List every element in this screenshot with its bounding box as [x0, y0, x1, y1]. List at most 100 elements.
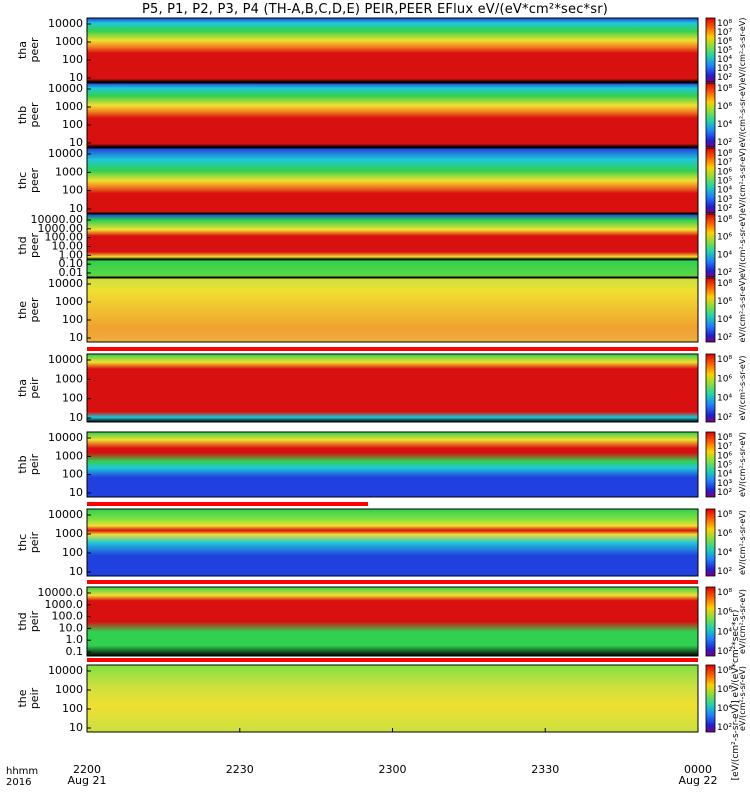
- panel-frame-thc-peer: [86, 147, 699, 214]
- y-tick-label: 100.0: [52, 610, 84, 623]
- y-tick-label: 1000: [55, 372, 83, 385]
- y-tick-label: 1000.00: [38, 222, 84, 235]
- y-axis-probe-tha-peer: tha: [16, 41, 29, 59]
- y-axis-probe-the-peir: the: [16, 689, 29, 707]
- colorbar-the-peir: [705, 664, 716, 733]
- colorbar-unit-label: eV/(cm²-s-sr-eV): [738, 148, 747, 213]
- colorbar-thc-peer: [705, 147, 716, 214]
- y-axis-species-thb-peer: peer: [28, 102, 41, 128]
- colorbar-tick-label: 10⁷: [717, 28, 732, 38]
- flag-bar-the-peir: [87, 658, 698, 662]
- heatmap-thc-peer: [87, 148, 698, 213]
- colorbar-tick-label: 10⁸: [717, 666, 732, 676]
- y-axis-probe-thc-peir: thc: [16, 534, 29, 551]
- y-axis-species-thd-peer: peer: [28, 233, 41, 259]
- y-tick-label: 10.0: [59, 621, 84, 634]
- heatmap-tha-peer: [87, 18, 698, 82]
- y-tick-label: 100: [62, 118, 83, 131]
- y-tick-label: 0.01: [59, 266, 84, 279]
- y-tick-label: 1000: [55, 100, 83, 113]
- flag-bar-thc-peir: [87, 502, 369, 506]
- colorbar-tick-label: 10⁴: [717, 548, 732, 558]
- colorbar-thc-peir: [705, 508, 716, 577]
- y-tick-label: 10: [69, 71, 83, 84]
- x-tick-label-time: 2230: [226, 763, 254, 776]
- y-axis-species-tha-peir: peir: [28, 377, 41, 399]
- flag-bar-tha-peir: [87, 347, 698, 351]
- y-axis-species-thc-peir: peir: [28, 531, 41, 553]
- y-tick-label: 1000.0: [45, 598, 84, 611]
- y-tick-label: 100: [62, 468, 83, 481]
- colorbar-unit-label: eV/(cm²-s-sr-eV): [738, 510, 747, 575]
- colorbar-tick-label: 10²: [717, 488, 732, 498]
- colorbar-tick-label: 10⁶: [717, 529, 732, 539]
- y-tick-label: 10: [69, 565, 83, 578]
- colorbar-unit-label: eV/(cm²-s-sr-eV): [738, 666, 747, 731]
- colorbar-thb-peer: [705, 82, 716, 148]
- y-axis-probe-thb-peer: thb: [16, 106, 29, 124]
- colorbar-unit-label: eV/(cm²-s-sr-eV): [738, 356, 747, 421]
- colorbar-tick-label: 10⁴: [717, 627, 732, 637]
- panel-frame-thb-peir: [86, 431, 699, 498]
- colorbar-tick-label: 10²: [717, 333, 732, 343]
- colorbar-tick-label: 10⁶: [717, 167, 732, 177]
- y-axis-species-thb-peir: peir: [28, 453, 41, 475]
- colorbar-tick-label: 10⁷: [717, 442, 732, 452]
- colorbar-tick-label: 10⁷: [717, 158, 732, 168]
- colorbar-tick-label: 10⁸: [717, 510, 732, 520]
- heatmap-thd-peer: [87, 214, 698, 277]
- colorbar-tick-label: 10⁵: [717, 177, 732, 187]
- colorbar-tick-label: 10²: [717, 723, 732, 733]
- y-tick-label: 0.10: [59, 257, 84, 270]
- y-tick-label: 1000: [55, 449, 83, 462]
- y-tick-label: 0.1: [66, 645, 84, 658]
- y-tick-label: 100: [62, 392, 83, 405]
- colorbar-tick-label: 10⁸: [717, 279, 732, 289]
- flag-bar-thd-peir: [87, 580, 698, 584]
- y-axis-probe-the-peer: the: [16, 301, 29, 319]
- colorbar-tick-label: 10³: [717, 195, 732, 205]
- y-tick-label: 10000: [48, 431, 83, 444]
- colorbar-tick-label: 10⁴: [717, 55, 732, 65]
- y-tick-label: 10000: [48, 82, 83, 95]
- y-tick-label: 1.0: [66, 633, 84, 646]
- y-tick-label: 10: [69, 411, 83, 424]
- y-axis-probe-thc-peer: thc: [16, 172, 29, 189]
- colorbar-unit-label: eV/(cm²-s-sr-eV): [738, 18, 747, 83]
- colorbar-tick-label: 10⁶: [717, 451, 732, 461]
- colorbar-tick-label: 10⁸: [717, 215, 732, 225]
- y-tick-label: 10: [69, 136, 83, 149]
- panel-frame-thc-peir: [86, 508, 699, 577]
- y-axis-probe-thd-peir: thd: [16, 612, 29, 630]
- colorbar-tick-label: 10²: [717, 73, 732, 83]
- y-tick-label: 100.00: [45, 231, 84, 244]
- colorbar-tick-label: 10⁴: [717, 250, 732, 260]
- colorbar-tick-label: 10⁶: [717, 37, 732, 47]
- y-tick-label: 100: [62, 184, 83, 197]
- x-tick-label-time: 0000: [684, 763, 712, 776]
- colorbar-tick-label: 10⁴: [717, 394, 732, 404]
- x-tick-label-date: Aug 22: [679, 774, 718, 787]
- chart-title: P5, P1, P2, P3, P4 (TH-A,B,C,D,E) PEIR,P…: [141, 2, 609, 17]
- y-axis-probe-thb-peir: thb: [16, 455, 29, 473]
- y-tick-label: 10000: [48, 353, 83, 366]
- colorbar-unit-label: eV/(cm²-s-sr-eV): [738, 589, 747, 654]
- colorbar-tick-label: 10⁶: [717, 102, 732, 112]
- y-axis-species-the-peir: peir: [28, 687, 41, 709]
- y-tick-label: 1000: [55, 683, 83, 696]
- colorbar-unit-label: eV/(cm²-s-sr-eV): [738, 83, 747, 148]
- colorbar-tick-label: 10³: [717, 479, 732, 489]
- colorbar-tick-label: 10⁸: [717, 84, 732, 94]
- y-axis-species-tha-peer: peer: [28, 37, 41, 63]
- y-tick-label: 1000: [55, 165, 83, 178]
- y-tick-label: 10: [69, 721, 83, 734]
- colorbar-tick-label: 10⁴: [717, 470, 732, 480]
- colorbar-tick-label: 10⁶: [717, 374, 732, 384]
- y-tick-label: 1000: [55, 295, 83, 308]
- panel-frame-thd-peer: [86, 213, 699, 278]
- colorbar-tick-label: 10²: [717, 647, 732, 657]
- colorbar-tick-label: 10⁸: [717, 355, 732, 365]
- y-tick-label: 10000: [48, 147, 83, 160]
- y-tick-label: 10: [69, 331, 83, 344]
- colorbar-tick-label: 10²: [717, 204, 732, 214]
